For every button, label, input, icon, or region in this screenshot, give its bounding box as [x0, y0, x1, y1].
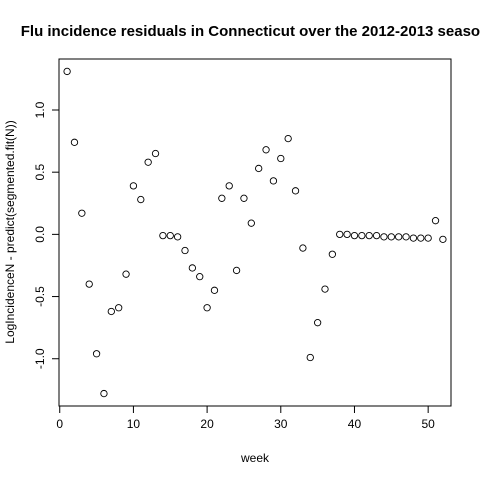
x-tick-label: 40	[348, 417, 362, 431]
data-point	[350, 231, 359, 240]
data-point	[291, 187, 300, 195]
data-point	[203, 304, 211, 312]
y-tick-label: 0.0	[33, 226, 47, 243]
data-point	[85, 280, 93, 288]
data-point	[431, 217, 440, 225]
data-point	[247, 219, 255, 227]
data-point	[218, 194, 226, 202]
data-point	[122, 270, 130, 278]
x-axis: 0 10 20 30 40 50	[56, 406, 435, 431]
x-tick-label: 30	[274, 417, 288, 431]
data-point	[343, 230, 351, 239]
data-point	[402, 233, 410, 241]
data-point	[336, 230, 344, 239]
data-points	[63, 67, 447, 398]
data-point	[372, 231, 381, 240]
data-point	[269, 177, 278, 185]
x-axis-label: week	[240, 451, 270, 465]
data-point	[225, 182, 233, 190]
data-point	[277, 154, 285, 163]
data-point	[299, 244, 307, 252]
x-tick-label: 50	[421, 417, 435, 431]
data-point	[387, 233, 395, 241]
data-point	[358, 231, 366, 240]
data-point	[159, 231, 167, 240]
x-tick-label: 0	[56, 417, 63, 431]
x-tick-label: 10	[127, 417, 141, 431]
y-axis: -1.0 -0.5 0.0 0.5 1.0	[33, 101, 59, 369]
data-point	[151, 149, 160, 158]
data-point	[395, 233, 403, 241]
data-point	[210, 286, 219, 294]
data-point	[144, 158, 152, 166]
data-point	[306, 353, 314, 362]
data-point	[63, 67, 71, 76]
data-point	[107, 307, 115, 316]
data-point	[380, 233, 388, 241]
data-point	[188, 264, 197, 272]
chart-title: Flu incidence residuals in Connecticut o…	[21, 23, 480, 40]
data-point	[78, 209, 86, 217]
data-point	[181, 246, 189, 255]
data-point	[240, 194, 248, 202]
data-point	[166, 231, 174, 240]
data-point	[100, 389, 108, 398]
data-point	[196, 273, 204, 281]
y-tick-label: 0.5	[33, 164, 47, 181]
data-point	[365, 231, 373, 240]
data-point	[232, 266, 241, 275]
y-tick-label: 1.0	[33, 101, 47, 118]
data-point	[70, 138, 79, 146]
y-tick-label: -1.0	[33, 348, 47, 369]
data-point	[92, 350, 101, 358]
data-point	[313, 319, 322, 327]
data-point	[328, 250, 337, 258]
plot-frame	[58, 58, 452, 407]
data-point	[262, 146, 270, 154]
y-tick-label: -0.5	[33, 286, 47, 307]
data-point	[424, 234, 432, 242]
data-point	[284, 134, 292, 143]
data-point	[115, 304, 123, 312]
data-point	[439, 235, 447, 243]
data-point	[321, 285, 329, 293]
y-axis-label: LogIncidenceN - predict(segmented.fit(N)…	[3, 120, 17, 343]
data-point	[255, 164, 263, 173]
data-point	[137, 195, 145, 204]
data-point	[417, 234, 425, 242]
data-point	[409, 234, 418, 242]
data-point	[129, 182, 138, 190]
data-point	[173, 233, 182, 241]
x-tick-label: 20	[200, 417, 214, 431]
